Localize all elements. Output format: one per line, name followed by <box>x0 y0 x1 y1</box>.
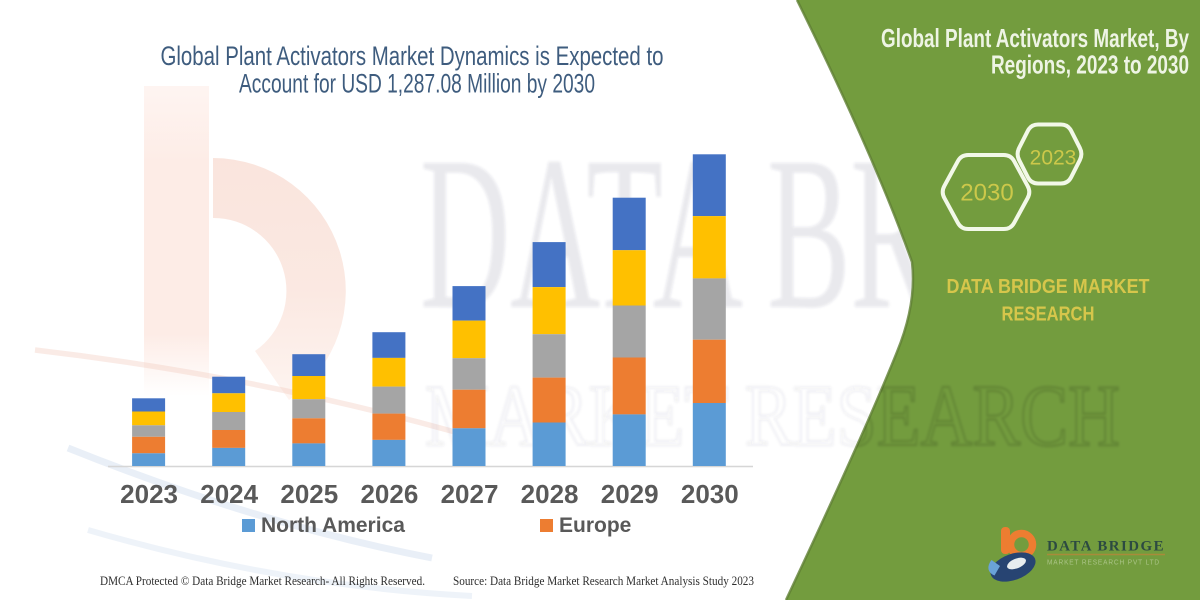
svg-text:2028: 2028 <box>521 479 579 509</box>
svg-text:2029: 2029 <box>601 479 659 509</box>
svg-text:2026: 2026 <box>360 479 418 509</box>
svg-text:DATA BRIDGE MARKET: DATA BRIDGE MARKET <box>947 276 1150 298</box>
svg-text:2030: 2030 <box>681 479 739 509</box>
svg-text:2024: 2024 <box>200 479 258 509</box>
svg-text:2030: 2030 <box>960 180 1013 207</box>
svg-text:Global Plant Activators Market: Global Plant Activators Market, By <box>881 23 1189 53</box>
svg-text:2025: 2025 <box>280 479 338 509</box>
svg-text:Europe: Europe <box>559 514 631 537</box>
svg-text:Account for USD 1,287.08 Milli: Account for USD 1,287.08 Million by 2030 <box>239 69 595 99</box>
svg-text:2027: 2027 <box>441 479 499 509</box>
svg-text:Global Plant Activators Market: Global Plant Activators Market Dynamics … <box>161 41 664 71</box>
svg-text:Source: Data Bridge Market Res: Source: Data Bridge Market Research Mark… <box>453 574 754 588</box>
svg-text:North America: North America <box>261 514 405 537</box>
svg-text:RESEARCH: RESEARCH <box>1002 304 1095 326</box>
svg-text:DATA BRIDGE: DATA BRIDGE <box>1047 539 1165 555</box>
svg-text:2023: 2023 <box>1030 147 1077 170</box>
svg-text:2023: 2023 <box>120 479 178 509</box>
svg-text:DMCA Protected © Data Bridge M: DMCA Protected © Data Bridge Market Rese… <box>100 574 425 588</box>
svg-text:Regions, 2023 to 2030: Regions, 2023 to 2030 <box>991 50 1189 80</box>
svg-text:MARKET RESEARCH PVT LTD: MARKET RESEARCH PVT LTD <box>1047 558 1160 567</box>
